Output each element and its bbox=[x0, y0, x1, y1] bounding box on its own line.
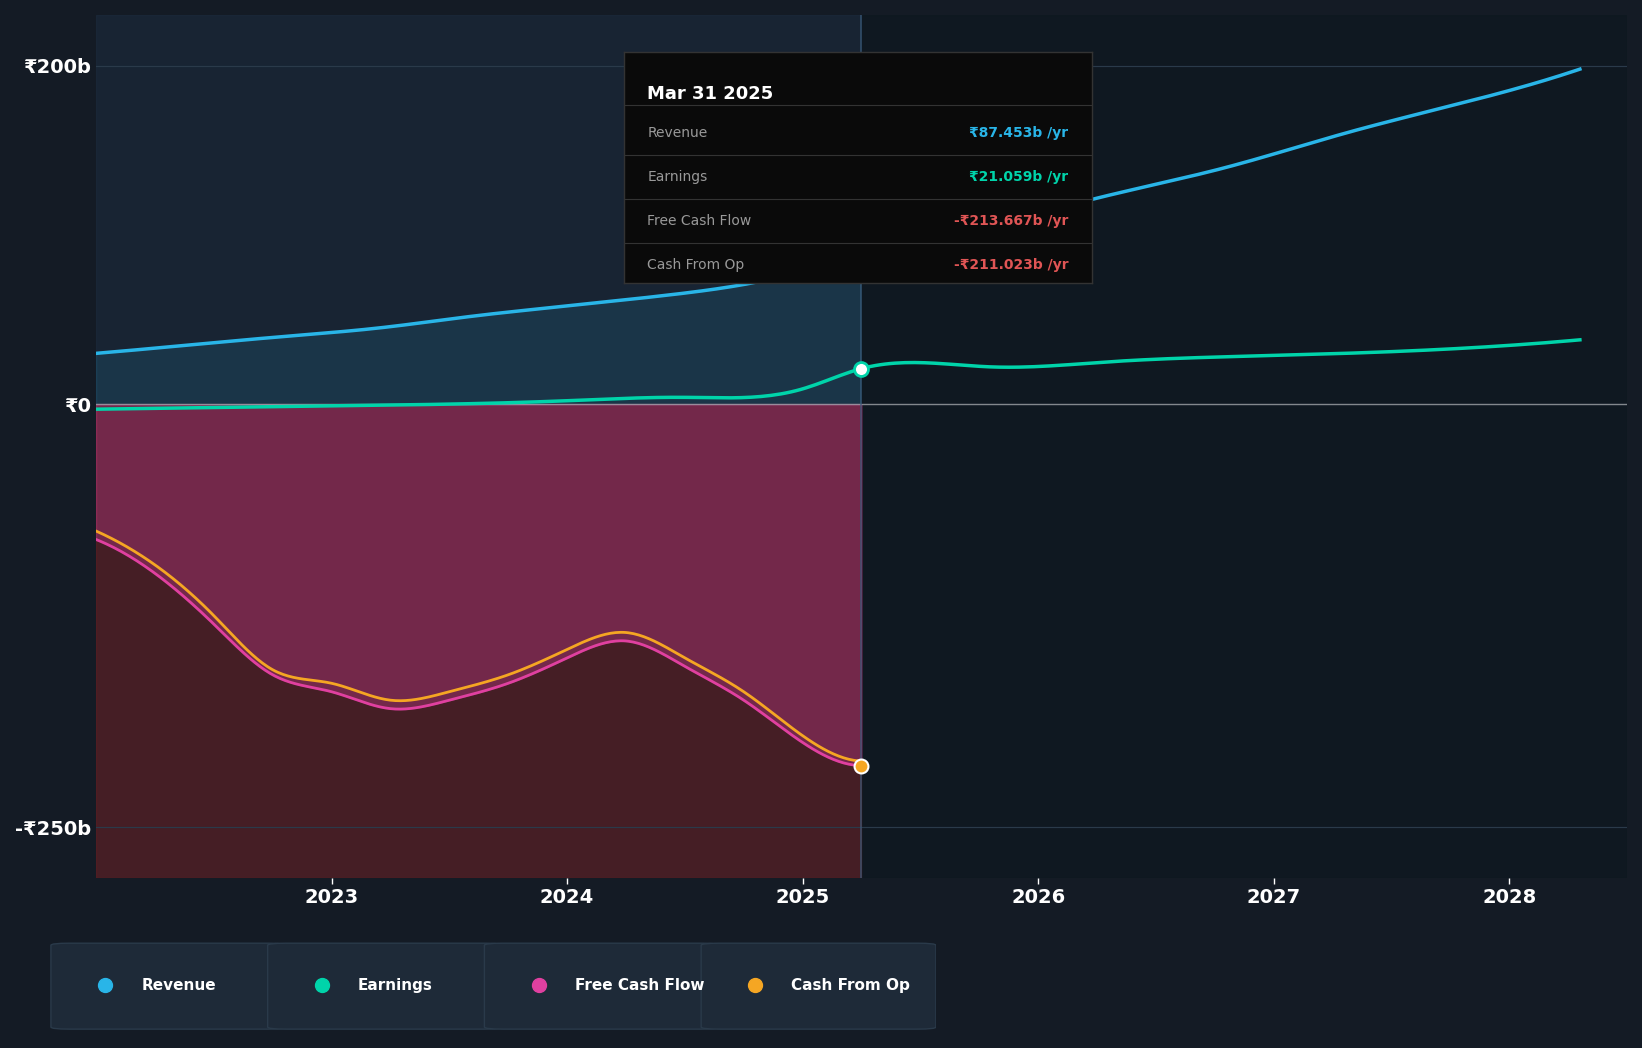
Text: Free Cash Flow: Free Cash Flow bbox=[575, 978, 704, 992]
Text: -₹213.667b /yr: -₹213.667b /yr bbox=[954, 214, 1069, 227]
Text: ₹21.059b /yr: ₹21.059b /yr bbox=[969, 170, 1069, 183]
Text: Mar 31 2025: Mar 31 2025 bbox=[647, 85, 773, 103]
Text: ₹87.453b /yr: ₹87.453b /yr bbox=[969, 126, 1069, 140]
Text: Earnings: Earnings bbox=[647, 170, 708, 183]
Bar bbox=[95, 15, 862, 878]
Text: Analysts Forecasts: Analysts Forecasts bbox=[874, 57, 1041, 74]
FancyBboxPatch shape bbox=[484, 943, 719, 1029]
Text: Cash From Op: Cash From Op bbox=[791, 978, 910, 992]
Bar bbox=[862, 15, 1627, 878]
Text: Revenue: Revenue bbox=[141, 978, 215, 992]
Text: Earnings: Earnings bbox=[358, 978, 433, 992]
Text: Past: Past bbox=[813, 57, 857, 74]
Text: Free Cash Flow: Free Cash Flow bbox=[647, 214, 752, 227]
Text: Cash From Op: Cash From Op bbox=[647, 258, 744, 271]
Text: -₹211.023b /yr: -₹211.023b /yr bbox=[954, 258, 1069, 271]
Bar bbox=[95, 405, 862, 878]
Text: Revenue: Revenue bbox=[647, 126, 708, 140]
FancyBboxPatch shape bbox=[268, 943, 502, 1029]
FancyBboxPatch shape bbox=[701, 943, 936, 1029]
FancyBboxPatch shape bbox=[51, 943, 286, 1029]
